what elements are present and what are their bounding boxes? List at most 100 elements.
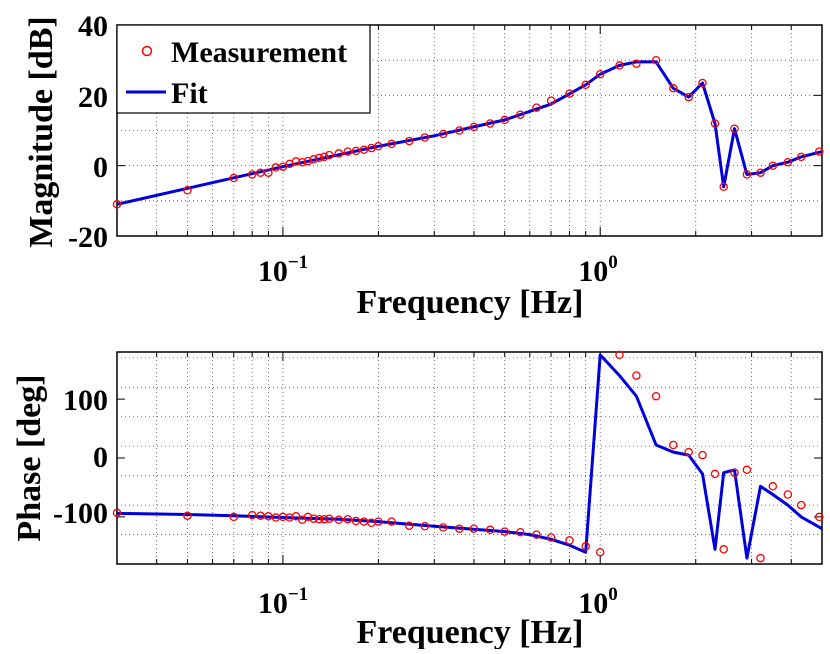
phase-measurement-point — [768, 482, 778, 491]
phase-measurement-point — [796, 500, 806, 510]
magnitude-xtick-label: 100 — [578, 252, 618, 288]
magnitude-measurement-point — [595, 69, 605, 79]
magnitude-measurement-point — [546, 96, 556, 105]
magnitude-measurement-point — [112, 200, 122, 209]
magnitude-measurement-point — [768, 161, 778, 170]
phase-measurement-point — [485, 525, 495, 535]
magnitude-measurement-point — [309, 155, 318, 164]
magnitude-measurement-point — [325, 150, 334, 160]
phase-measurement-point — [698, 450, 707, 460]
phase-measurement-point — [247, 510, 257, 520]
magnitude-fit-line — [116, 60, 823, 206]
magnitude-measurement-point — [455, 126, 464, 135]
phase-panel: -100 0 100 10−1 100 Frequency [Hz] Phase… — [11, 350, 824, 651]
phase-fit-line — [116, 353, 823, 560]
magnitude-grid — [117, 25, 822, 236]
phase-measurement-point — [632, 371, 641, 380]
magnitude-measurement-point — [632, 59, 641, 68]
phase-measurement-point — [309, 514, 318, 523]
magnitude-measurement-point — [516, 110, 525, 119]
phase-ytick-label: 100 — [63, 384, 108, 417]
phase-measurement-point — [314, 514, 324, 524]
magnitude-measurement-point — [485, 119, 495, 128]
magnitude-measurement-point — [669, 84, 678, 93]
magnitude-measurement-point — [359, 145, 369, 155]
magnitude-measurement-point — [183, 186, 192, 195]
legend-measurement-marker — [141, 45, 153, 57]
phase-xtick-exponent: −1 — [288, 584, 308, 605]
magnitude-measurement-point — [314, 153, 324, 163]
phase-measurement-point — [112, 508, 122, 518]
phase-measurement-point — [710, 469, 720, 479]
phase-measurement-point — [351, 516, 361, 526]
phase-measurement-point — [438, 523, 448, 532]
magnitude-ytick-label: 40 — [78, 10, 108, 43]
phase-xlabel: Frequency [Hz] — [357, 614, 584, 649]
phase-xtick-exponent: 0 — [608, 584, 618, 605]
magnitude-measurement-point — [247, 170, 257, 179]
magnitude-measurement-point — [730, 124, 739, 133]
phase-measurement-point — [669, 440, 678, 450]
magnitude-measurement-point — [742, 170, 752, 179]
phase-measurement-point — [516, 527, 525, 537]
phase-xtick-base: 10 — [578, 587, 608, 620]
magnitude-measurement-point — [756, 168, 765, 177]
magnitude-measurement-point — [719, 182, 728, 192]
phase-measurement-point — [303, 512, 313, 522]
magnitude-measurement-point — [264, 168, 273, 177]
magnitude-panel: -20 0 20 40 10 −1 100 Frequency [Hz] Magn… — [23, 10, 824, 321]
phase-measurement-point — [320, 514, 329, 524]
phase-ylabel: Phase [deg] — [11, 374, 48, 541]
legend-box — [116, 24, 371, 114]
phase-measurement-point — [615, 350, 624, 360]
magnitude-ytick-label: -20 — [68, 221, 108, 254]
magnitude-measurement-point — [469, 122, 479, 132]
magnitude-xtick-exponent: −1 — [288, 252, 308, 273]
magnitude-measurement-point — [351, 146, 361, 156]
magnitude-measurement-point — [565, 89, 574, 98]
magnitude-xlabel: Frequency [Hz] — [357, 284, 584, 321]
magnitude-measurement-point — [303, 156, 313, 166]
magnitude-measurement-point — [698, 78, 707, 88]
phase-measurement-point — [719, 545, 728, 554]
phase-measurement-point — [469, 524, 479, 533]
magnitude-measurement-point — [334, 149, 344, 158]
magnitude-measurement-point — [783, 157, 793, 167]
magnitude-ytick-label: 20 — [78, 81, 108, 114]
phase-measurement-point — [730, 468, 739, 477]
phase-measurement-point — [742, 465, 752, 475]
phase-measurement-point — [183, 511, 192, 520]
phase-measurement-point — [343, 514, 352, 524]
magnitude-xtick-exponent: 0 — [608, 252, 618, 273]
phase-measurement-point — [595, 547, 605, 557]
phase-xtick-label: 100 — [578, 584, 618, 620]
magnitude-measurement-group — [112, 55, 824, 209]
phase-xtick-base: 10 — [258, 587, 288, 620]
phase-measurement-point — [229, 512, 239, 522]
magnitude-measurement-point — [229, 173, 239, 183]
phase-measurement-point — [783, 490, 793, 499]
phase-measurement-point — [325, 514, 334, 523]
magnitude-measurement-point — [684, 92, 693, 102]
legend-measurement-label: Measurement — [171, 36, 347, 69]
phase-ytick-label: 0 — [93, 441, 108, 474]
magnitude-measurement-point — [404, 136, 414, 146]
magnitude-ylabel: Magnitude [dB] — [23, 16, 60, 247]
magnitude-measurement-point — [343, 147, 352, 156]
phase-measurement-point — [532, 530, 541, 539]
magnitude-measurement-point — [438, 129, 448, 139]
phase-ytick-label: -100 — [53, 497, 108, 530]
magnitude-measurement-point — [532, 103, 541, 112]
legend-fit-label: Fit — [171, 77, 208, 110]
magnitude-measurement-point — [814, 147, 824, 156]
phase-measurement-point — [291, 512, 301, 521]
phase-xtick-label: 10−1 — [258, 584, 308, 620]
magnitude-measurement-point — [651, 55, 661, 65]
magnitude-xtick-base: 10 — [578, 255, 608, 288]
phase-measurement-point — [756, 553, 765, 563]
phase-measurement-point — [334, 515, 344, 525]
phase-measurement-point — [814, 512, 824, 522]
phase-measurement-point — [374, 517, 383, 526]
phase-measurement-point — [420, 522, 430, 531]
